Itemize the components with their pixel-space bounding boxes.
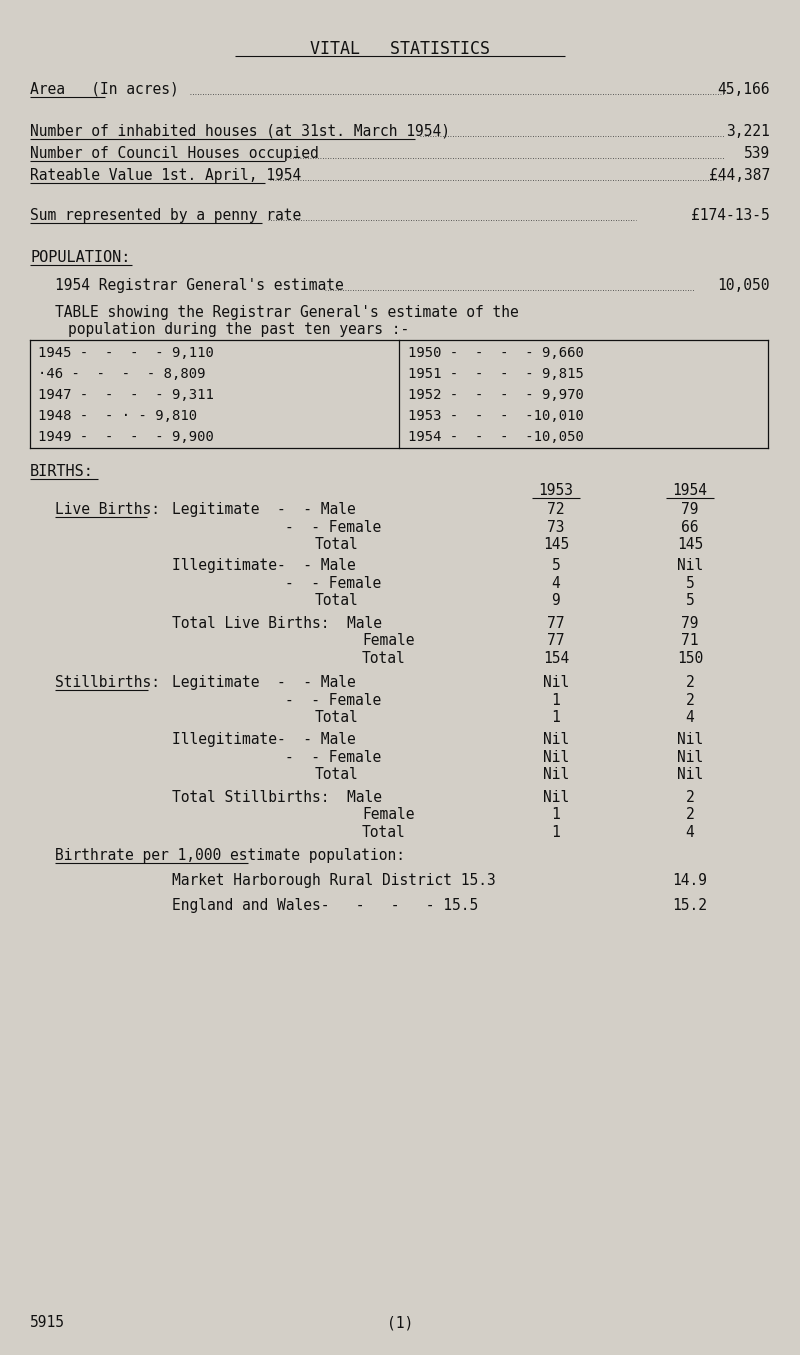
Text: -  - Female: - - Female (285, 576, 382, 591)
Text: 1949 -  -  -  - 9,900: 1949 - - - - 9,900 (38, 430, 214, 444)
Text: Number of inhabited houses (at 31st. March 1954): Number of inhabited houses (at 31st. Mar… (30, 125, 450, 140)
Text: 1952 -  -  -  - 9,970: 1952 - - - - 9,970 (408, 388, 584, 402)
Text: 1947 -  -  -  - 9,311: 1947 - - - - 9,311 (38, 388, 214, 402)
Text: Legitimate  -  - Male: Legitimate - - Male (172, 675, 356, 690)
Text: Nil: Nil (677, 558, 703, 573)
Text: 14.9: 14.9 (673, 873, 707, 888)
Text: 2: 2 (686, 790, 694, 805)
Text: 1951 -  -  -  - 9,815: 1951 - - - - 9,815 (408, 367, 584, 381)
Text: 5915: 5915 (30, 1314, 65, 1331)
Text: Number of Council Houses occupied: Number of Council Houses occupied (30, 146, 318, 161)
Text: Nil: Nil (543, 767, 569, 782)
Text: 2: 2 (686, 692, 694, 709)
Text: 1: 1 (552, 692, 560, 709)
Text: 9: 9 (552, 593, 560, 608)
Text: Total: Total (315, 767, 358, 782)
Text: 5: 5 (552, 558, 560, 573)
Text: 1: 1 (552, 808, 560, 822)
Text: 66: 66 (682, 520, 698, 535)
Text: 4: 4 (552, 576, 560, 591)
Text: VITAL   STATISTICS: VITAL STATISTICS (310, 41, 490, 58)
Text: 77: 77 (547, 633, 565, 648)
Text: BIRTHS:: BIRTHS: (30, 463, 94, 480)
Text: Stillbirths:: Stillbirths: (55, 675, 160, 690)
Text: Live Births:: Live Births: (55, 501, 160, 518)
Text: 1945 -  -  -  - 9,110: 1945 - - - - 9,110 (38, 346, 214, 360)
Text: Total: Total (315, 710, 358, 725)
Text: Total: Total (362, 650, 406, 667)
Text: Nil: Nil (677, 751, 703, 766)
Text: Illegitimate-  - Male: Illegitimate- - Male (172, 732, 356, 747)
Text: 539: 539 (744, 146, 770, 161)
Text: POPULATION:: POPULATION: (30, 251, 130, 266)
Text: Sum represented by a penny rate: Sum represented by a penny rate (30, 209, 302, 224)
Text: 2: 2 (686, 808, 694, 822)
Text: 3,221: 3,221 (726, 125, 770, 140)
Text: Nil: Nil (543, 790, 569, 805)
Text: Legitimate  -  - Male: Legitimate - - Male (172, 501, 356, 518)
Text: England and Wales-   -   -   - 15.5: England and Wales- - - - 15.5 (172, 898, 478, 913)
Text: 71: 71 (682, 633, 698, 648)
Text: Market Harborough Rural District 15.3: Market Harborough Rural District 15.3 (172, 873, 496, 888)
Text: 10,050: 10,050 (718, 278, 770, 293)
Text: Nil: Nil (677, 732, 703, 747)
Text: Illegitimate-  - Male: Illegitimate- - Male (172, 558, 356, 573)
Text: Female: Female (362, 808, 414, 822)
Text: -  - Female: - - Female (285, 751, 382, 766)
Text: (1): (1) (387, 1314, 413, 1331)
Text: Nil: Nil (543, 732, 569, 747)
Text: 79: 79 (682, 501, 698, 518)
Text: 5: 5 (686, 576, 694, 591)
Text: 154: 154 (543, 650, 569, 667)
Text: 1954 -  -  -  -10,050: 1954 - - - -10,050 (408, 430, 584, 444)
Text: Total: Total (362, 825, 406, 840)
Text: 15.2: 15.2 (673, 898, 707, 913)
Text: 77: 77 (547, 617, 565, 631)
Text: 1: 1 (552, 710, 560, 725)
Text: Rateable Value 1st. April, 1954: Rateable Value 1st. April, 1954 (30, 168, 302, 183)
Text: Birthrate per 1,000 estimate population:: Birthrate per 1,000 estimate population: (55, 848, 405, 863)
Text: 5: 5 (686, 593, 694, 608)
Text: Area   (In acres): Area (In acres) (30, 83, 178, 98)
Text: Total: Total (315, 593, 358, 608)
Text: Female: Female (362, 633, 414, 648)
Text: Total: Total (315, 537, 358, 551)
Text: 4: 4 (686, 710, 694, 725)
Text: 1954 Registrar General's estimate: 1954 Registrar General's estimate (55, 278, 344, 293)
Text: -  - Female: - - Female (285, 692, 382, 709)
Text: 72: 72 (547, 501, 565, 518)
Text: Total Live Births:  Male: Total Live Births: Male (172, 617, 382, 631)
Text: 1953 -  -  -  -10,010: 1953 - - - -10,010 (408, 409, 584, 423)
Text: 145: 145 (543, 537, 569, 551)
Text: 1954: 1954 (673, 482, 707, 499)
Text: 73: 73 (547, 520, 565, 535)
Text: Nil: Nil (543, 675, 569, 690)
Text: 79: 79 (682, 617, 698, 631)
Text: 2: 2 (686, 675, 694, 690)
Text: 1: 1 (552, 825, 560, 840)
Text: 145: 145 (677, 537, 703, 551)
Text: 150: 150 (677, 650, 703, 667)
Text: Nil: Nil (677, 767, 703, 782)
Text: 4: 4 (686, 825, 694, 840)
Text: 1953: 1953 (538, 482, 574, 499)
Text: 45,166: 45,166 (718, 83, 770, 98)
Text: 1948 -  - · - 9,810: 1948 - - · - 9,810 (38, 409, 197, 423)
Text: population during the past ten years :-: population during the past ten years :- (68, 322, 410, 337)
Text: -  - Female: - - Female (285, 520, 382, 535)
Text: 1950 -  -  -  - 9,660: 1950 - - - - 9,660 (408, 346, 584, 360)
Text: £44,387: £44,387 (709, 168, 770, 183)
Text: TABLE showing the Registrar General's estimate of the: TABLE showing the Registrar General's es… (55, 305, 518, 320)
Text: Total Stillbirths:  Male: Total Stillbirths: Male (172, 790, 382, 805)
Text: Nil: Nil (543, 751, 569, 766)
Text: £174-13-5: £174-13-5 (691, 209, 770, 224)
Text: ·46 -  -  -  - 8,809: ·46 - - - - 8,809 (38, 367, 206, 381)
